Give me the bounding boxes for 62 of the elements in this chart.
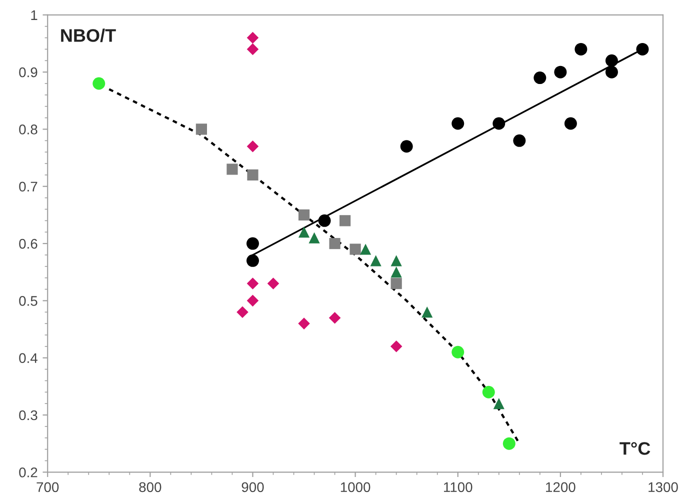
- point: [92, 77, 106, 90]
- point: [360, 244, 372, 255]
- y-tick-label: 0.4: [19, 353, 38, 364]
- point: [390, 266, 402, 278]
- point: [452, 117, 464, 130]
- point: [298, 318, 310, 330]
- y-tick-label: 0.7: [19, 182, 38, 192]
- point: [236, 306, 248, 318]
- point: [246, 140, 259, 152]
- point: [564, 117, 577, 130]
- point: [400, 140, 413, 153]
- point: [574, 42, 588, 56]
- point: [329, 238, 340, 250]
- y-tick-label: 0.3: [19, 410, 38, 420]
- point: [493, 398, 504, 410]
- point: [422, 306, 433, 318]
- y-tick-label: 1: [31, 10, 38, 20]
- point: [605, 54, 618, 67]
- point: [226, 164, 238, 175]
- point: [246, 278, 259, 290]
- annotation: T°C: [620, 442, 650, 455]
- x-tick-label: 1000: [340, 482, 370, 492]
- point: [390, 340, 402, 352]
- x-tick-label: 800: [139, 482, 162, 492]
- point: [246, 32, 259, 44]
- point: [246, 254, 259, 267]
- point: [534, 72, 546, 84]
- annotation: NBO/T: [61, 28, 116, 42]
- point: [513, 134, 526, 147]
- y-tick-label: 0.6: [19, 238, 38, 249]
- point: [298, 209, 310, 221]
- point: [196, 124, 208, 135]
- x-tick-label: 1200: [546, 482, 576, 492]
- point: [482, 386, 495, 398]
- point: [308, 232, 320, 244]
- point: [298, 226, 310, 238]
- x-tick-label: 700: [36, 482, 59, 492]
- point: [390, 255, 402, 266]
- y-tick-label: 0.2: [19, 467, 38, 478]
- point: [370, 255, 382, 266]
- x-tick-label: 1100: [444, 482, 472, 492]
- point: [554, 66, 567, 78]
- point: [605, 66, 618, 78]
- point: [267, 278, 280, 290]
- x-tick-label: 1300: [648, 482, 678, 492]
- point: [502, 437, 516, 450]
- point: [636, 42, 649, 56]
- point: [318, 214, 331, 227]
- y-tick-label: 0.5: [19, 296, 38, 306]
- point: [390, 278, 402, 290]
- point: [246, 43, 259, 56]
- point: [492, 117, 506, 130]
- point: [246, 237, 259, 250]
- point: [247, 169, 258, 180]
- point: [328, 312, 341, 324]
- point: [339, 215, 351, 226]
- y-tick-label: 0.9: [19, 67, 38, 78]
- x-tick-label: 900: [242, 482, 264, 492]
- y-tick-label: 0.8: [19, 124, 38, 134]
- point: [350, 244, 361, 255]
- point: [246, 294, 259, 307]
- point: [452, 346, 464, 358]
